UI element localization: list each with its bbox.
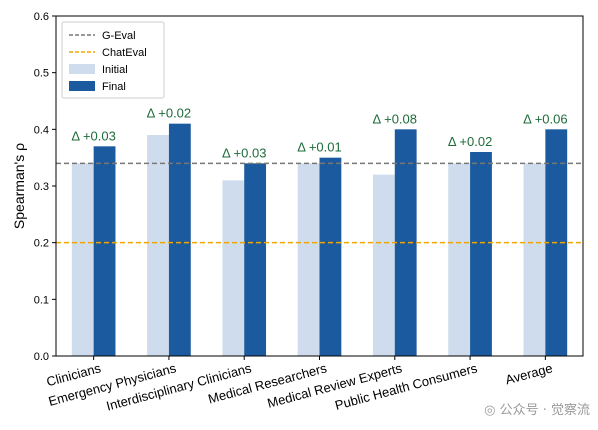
y-tick-label: 0.2: [34, 238, 49, 250]
wechat-icon: ◎: [484, 403, 496, 418]
bar-final: [319, 157, 342, 356]
delta-annotation: Δ +0.01: [297, 140, 341, 155]
legend-box: [61, 21, 165, 99]
bar-initial: [297, 163, 320, 356]
bar-initial: [523, 163, 546, 356]
bar-final: [93, 146, 116, 356]
watermark-text: 公众号 · 觉察流: [499, 403, 590, 418]
bar-initial: [71, 163, 94, 356]
legend-label: ChatEval: [102, 47, 147, 59]
legend-label: Final: [102, 81, 126, 93]
annotations-layer: Δ +0.03 Δ +0.02 Δ +0.03 Δ +0.01 Δ +0.08 Δ +0.…: [71, 106, 567, 161]
delta-annotation: Δ +0.03: [222, 145, 266, 160]
bar-initial: [448, 163, 471, 356]
bar-initial: [147, 135, 169, 356]
bars-layer: [71, 123, 568, 357]
y-tick-label: 0.0: [34, 351, 49, 363]
x-tick-label: Average: [504, 360, 554, 387]
bar-initial: [372, 174, 395, 356]
legend-swatch: [69, 64, 95, 74]
y-tick-label: 0.3: [34, 181, 49, 193]
y-axis: 0.0 0.1 0.2 0.3 0.4 0.5 0.6: [34, 11, 56, 363]
legend-swatch: [69, 81, 95, 91]
watermark: ◎ 公众号 · 觉察流: [484, 399, 590, 418]
bar-initial: [222, 180, 245, 356]
y-tick-label: 0.5: [34, 68, 49, 80]
delta-annotation: Δ +0.08: [373, 111, 417, 126]
delta-annotation: Δ +0.03: [71, 128, 115, 143]
bar-final: [244, 163, 267, 356]
bar-final: [470, 152, 492, 356]
y-tick-label: 0.6: [34, 11, 49, 23]
legend-label: Initial: [102, 64, 128, 76]
y-axis-label: Spearman's ρ: [11, 143, 27, 229]
delta-annotation: Δ +0.02: [448, 134, 492, 149]
bar-final: [168, 123, 191, 357]
y-tick-label: 0.1: [34, 294, 49, 306]
bar-final: [394, 129, 417, 356]
delta-annotation: Δ +0.02: [147, 106, 191, 121]
y-tick-label: 0.4: [34, 124, 49, 136]
legend: G-Eval ChatEval Initial Final: [61, 21, 165, 99]
delta-annotation: Δ +0.06: [523, 111, 567, 126]
legend-label: G-Eval: [102, 30, 136, 42]
